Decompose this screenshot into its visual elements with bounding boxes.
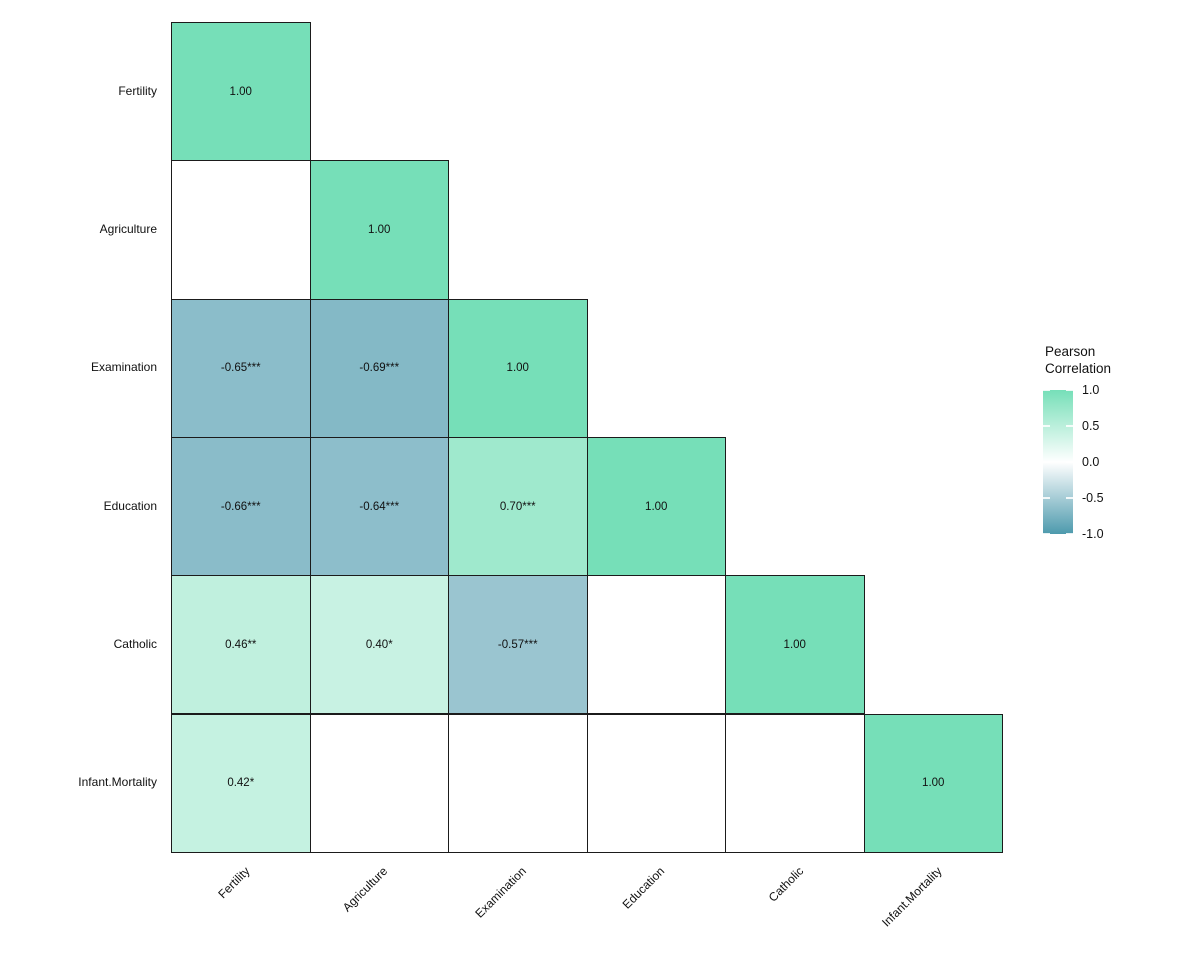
correlation-cell-Agriculture-x-Education: -0.64***	[309, 436, 449, 577]
legend-tick-mark	[1066, 497, 1073, 499]
correlation-value-label: -0.66***	[220, 500, 261, 513]
correlation-cell-Catholic-x-Catholic: 1.00	[725, 575, 865, 715]
correlation-cell-Fertility-x-Infant.Mortality: 0.42*	[171, 713, 311, 853]
correlation-cell-Education-x-Catholic	[586, 575, 726, 715]
legend-tick-mark	[1043, 389, 1050, 391]
correlation-cell-Fertility-x-Agriculture	[171, 160, 311, 300]
correlation-cell-Infant.Mortality-x-Infant.Mortality: 1.00	[863, 713, 1003, 853]
correlation-cell-Agriculture-x-Infant.Mortality	[309, 713, 449, 853]
legend-title-line-2: Correlation	[1045, 361, 1112, 376]
legend-title-line-1: Pearson	[1045, 344, 1096, 359]
correlation-value-label: 0.42*	[227, 777, 255, 790]
y-axis-label-Agriculture: Agriculture	[99, 221, 157, 236]
y-axis-label-Fertility: Fertility	[118, 83, 157, 98]
legend-tick-label-0.5: 0.5	[1082, 419, 1100, 433]
legend-tick-mark	[1043, 461, 1050, 463]
correlation-value-label: 1.00	[368, 223, 391, 236]
correlation-value-label: -0.64***	[359, 500, 400, 513]
correlation-cell-Examination-x-Education: 0.70***	[448, 436, 588, 577]
legend-tick-label-1.0: 1.0	[1082, 383, 1100, 397]
legend-title: Pearson Correlation	[1045, 343, 1111, 377]
legend-tick-label--1.0: -1.0	[1082, 527, 1104, 541]
legend-tick-label-0.0: 0.0	[1082, 455, 1100, 469]
correlation-cell-Agriculture-x-Agriculture: 1.00	[309, 160, 449, 300]
correlation-value-label: 1.00	[506, 362, 529, 375]
legend-tick-mark	[1043, 425, 1050, 427]
correlation-value-label: 1.00	[922, 777, 945, 790]
correlation-value-label: 0.46**	[225, 638, 257, 651]
legend-tick-mark	[1066, 461, 1073, 463]
correlation-value-label: 1.00	[783, 638, 806, 651]
legend-tick-mark	[1066, 533, 1073, 535]
y-axis-label-Catholic: Catholic	[113, 636, 157, 651]
correlation-value-label: 0.70***	[499, 500, 536, 513]
correlation-value-label: 1.00	[645, 500, 668, 513]
correlation-cell-Fertility-x-Catholic: 0.46**	[171, 575, 311, 715]
legend-tick-label--0.5: -0.5	[1082, 491, 1104, 505]
correlation-value-label: 0.40*	[365, 638, 393, 651]
correlation-cell-Catholic-x-Infant.Mortality	[725, 713, 865, 853]
legend-tick-mark	[1043, 497, 1050, 499]
y-axis-label-Education: Education	[103, 498, 157, 513]
y-axis-label-Examination: Examination	[90, 360, 157, 375]
correlation-cell-Fertility-x-Fertility: 1.00	[171, 22, 311, 162]
correlation-value-label: -0.69***	[359, 362, 400, 375]
legend-tick-mark	[1066, 425, 1073, 427]
correlation-value-label: -0.65***	[220, 362, 261, 375]
correlation-value-label: -0.57***	[497, 638, 538, 651]
legend-tick-mark	[1043, 533, 1050, 535]
correlation-cell-Examination-x-Examination: 1.00	[448, 298, 588, 438]
correlation-cell-Examination-x-Catholic: -0.57***	[448, 575, 588, 715]
correlation-value-label: 1.00	[229, 85, 252, 98]
legend-tick-mark	[1066, 389, 1073, 391]
correlation-cell-Education-x-Infant.Mortality	[586, 713, 726, 853]
y-axis-label-Infant.Mortality: Infant.Mortality	[78, 775, 157, 790]
